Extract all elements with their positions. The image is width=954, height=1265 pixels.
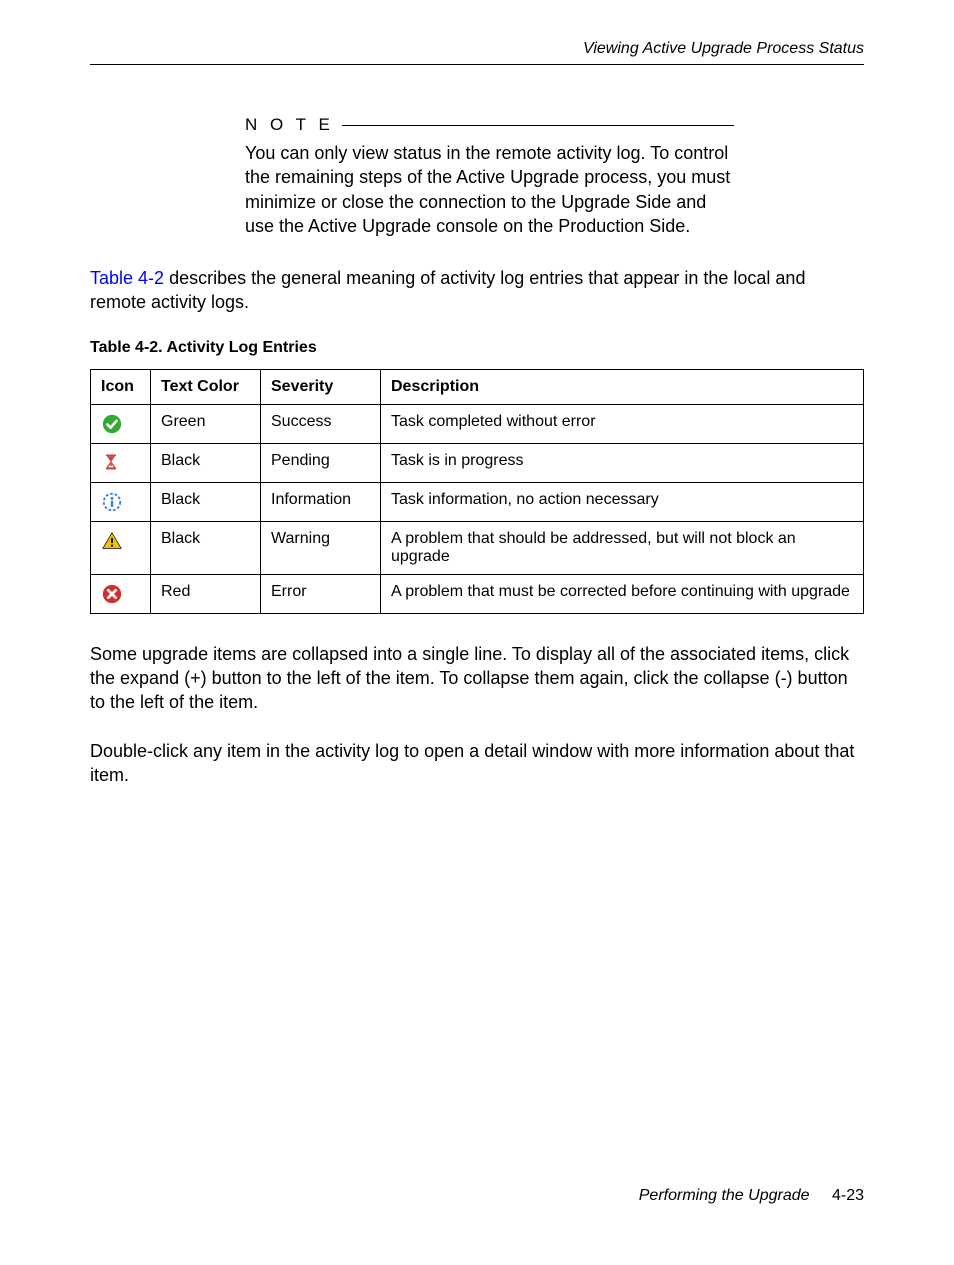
table-row: BlackInformationTask information, no act… bbox=[91, 482, 864, 521]
paragraph-collapse: Some upgrade items are collapsed into a … bbox=[90, 642, 864, 715]
note-label-row: N O T E bbox=[245, 115, 734, 135]
description-cell: A problem that must be corrected before … bbox=[381, 574, 864, 613]
info-icon bbox=[101, 491, 123, 513]
error-icon bbox=[101, 583, 123, 605]
severity-cell: Error bbox=[261, 574, 381, 613]
table-header-icon: Icon bbox=[91, 369, 151, 404]
page-footer: Performing the Upgrade 4-23 bbox=[90, 1187, 864, 1205]
text-color-cell: Red bbox=[151, 574, 261, 613]
intro-text-after: describes the general meaning of activit… bbox=[90, 268, 805, 312]
text-color-cell: Black bbox=[151, 521, 261, 574]
page-header: Viewing Active Upgrade Process Status bbox=[90, 40, 864, 65]
footer-title: Performing the Upgrade bbox=[639, 1187, 810, 1204]
paragraph-doubleclick: Double-click any item in the activity lo… bbox=[90, 739, 864, 788]
table-row: BlackWarningA problem that should be add… bbox=[91, 521, 864, 574]
intro-paragraph: Table 4-2 describes the general meaning … bbox=[90, 266, 864, 315]
note-block: N O T E You can only view status in the … bbox=[245, 115, 734, 238]
text-color-cell: Black bbox=[151, 443, 261, 482]
warning-icon bbox=[101, 530, 123, 552]
table-header-textcolor: Text Color bbox=[151, 369, 261, 404]
table-row: RedErrorA problem that must be corrected… bbox=[91, 574, 864, 613]
activity-log-table: Icon Text Color Severity Description Gre… bbox=[90, 369, 864, 614]
severity-cell: Warning bbox=[261, 521, 381, 574]
text-color-cell: Black bbox=[151, 482, 261, 521]
table-row: GreenSuccessTask completed without error bbox=[91, 404, 864, 443]
table-caption: Table 4-2. Activity Log Entries bbox=[90, 339, 864, 357]
severity-cell: Success bbox=[261, 404, 381, 443]
table-header-severity: Severity bbox=[261, 369, 381, 404]
info-icon-cell bbox=[91, 482, 151, 521]
note-text: You can only view status in the remote a… bbox=[245, 141, 734, 238]
text-color-cell: Green bbox=[151, 404, 261, 443]
table-reference-link[interactable]: Table 4-2 bbox=[90, 268, 164, 288]
table-row: BlackPendingTask is in progress bbox=[91, 443, 864, 482]
note-label: N O T E bbox=[245, 115, 342, 135]
severity-cell: Pending bbox=[261, 443, 381, 482]
hourglass-icon bbox=[101, 452, 123, 474]
footer-page: 4-23 bbox=[832, 1187, 864, 1204]
description-cell: A problem that should be addressed, but … bbox=[381, 521, 864, 574]
success-icon bbox=[101, 413, 123, 435]
success-icon-cell bbox=[91, 404, 151, 443]
severity-cell: Information bbox=[261, 482, 381, 521]
table-body: GreenSuccessTask completed without error… bbox=[91, 404, 864, 613]
error-icon-cell bbox=[91, 574, 151, 613]
warning-icon-cell bbox=[91, 521, 151, 574]
table-header-description: Description bbox=[381, 369, 864, 404]
table-header-row: Icon Text Color Severity Description bbox=[91, 369, 864, 404]
description-cell: Task information, no action necessary bbox=[381, 482, 864, 521]
description-cell: Task completed without error bbox=[381, 404, 864, 443]
description-cell: Task is in progress bbox=[381, 443, 864, 482]
note-rule bbox=[342, 125, 734, 126]
hourglass-icon-cell bbox=[91, 443, 151, 482]
header-section-title: Viewing Active Upgrade Process Status bbox=[90, 40, 864, 58]
